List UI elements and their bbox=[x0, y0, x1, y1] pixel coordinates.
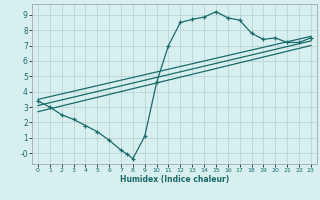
X-axis label: Humidex (Indice chaleur): Humidex (Indice chaleur) bbox=[120, 175, 229, 184]
